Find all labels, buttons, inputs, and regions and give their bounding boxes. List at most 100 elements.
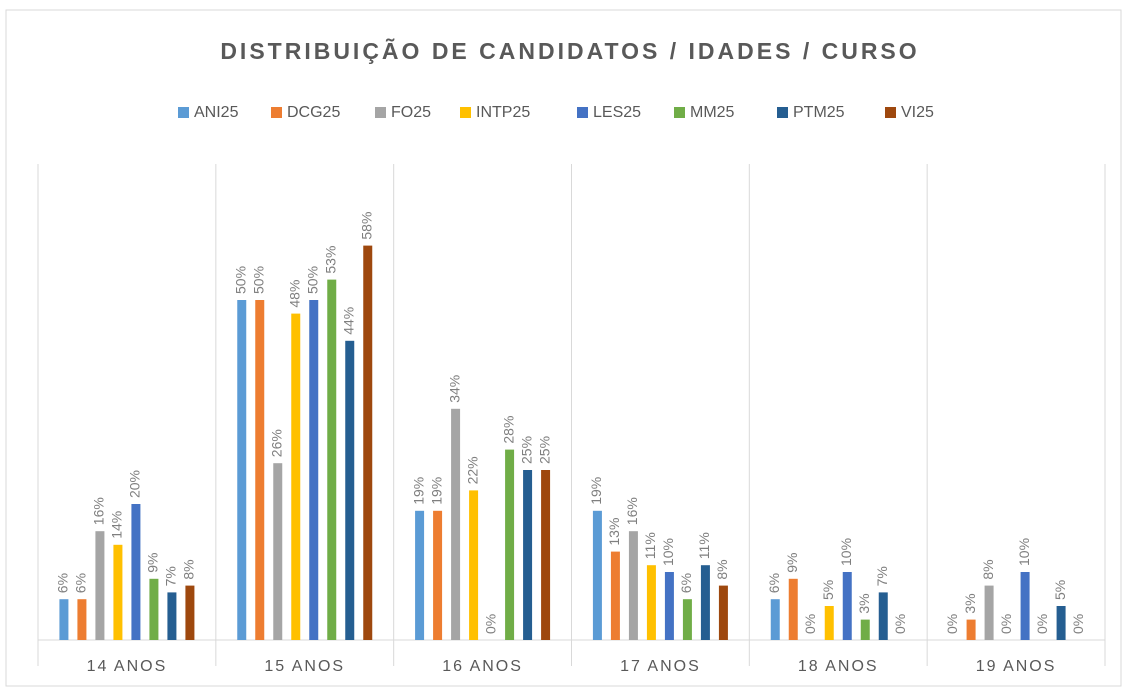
data-label: 0% <box>482 614 498 634</box>
data-label: 28% <box>500 416 516 444</box>
data-label: 10% <box>838 538 854 566</box>
x-tick-label: 16 ANOS <box>442 658 523 675</box>
bar <box>718 585 728 640</box>
bar <box>291 313 301 640</box>
bar <box>610 551 620 640</box>
bar <box>592 510 602 640</box>
bar <box>469 490 479 640</box>
data-label: 6% <box>678 573 694 593</box>
legend-label: PTM25 <box>793 104 845 121</box>
legend-swatch <box>674 107 685 118</box>
data-label: 0% <box>944 614 960 634</box>
data-label: 50% <box>250 266 266 294</box>
data-label: 53% <box>322 246 338 274</box>
data-label: 48% <box>286 280 302 308</box>
bar <box>345 340 355 640</box>
data-label: 0% <box>998 614 1014 634</box>
data-label: 16% <box>91 497 107 525</box>
data-label: 11% <box>642 532 658 559</box>
legend-swatch <box>460 107 471 118</box>
bar <box>505 449 515 640</box>
bar <box>255 300 265 640</box>
data-label: 16% <box>624 497 640 525</box>
legend-label: ANI25 <box>194 104 239 121</box>
bar <box>415 510 425 640</box>
legend-swatch <box>271 107 282 118</box>
bar <box>309 300 319 640</box>
data-label: 8% <box>980 559 996 579</box>
legend-swatch <box>577 107 588 118</box>
bar <box>77 599 87 640</box>
data-label: 7% <box>163 566 179 586</box>
data-label: 0% <box>1070 614 1086 634</box>
x-tick-label: 14 ANOS <box>87 658 168 675</box>
x-tick-label: 18 ANOS <box>798 658 879 675</box>
data-label: 58% <box>358 212 374 240</box>
legend-swatch <box>777 107 788 118</box>
data-label: 19% <box>428 477 444 505</box>
data-label: 14% <box>109 511 125 539</box>
bar <box>363 245 373 640</box>
data-label: 0% <box>802 614 818 634</box>
bar <box>984 585 994 640</box>
bar <box>95 531 105 640</box>
bar <box>682 599 692 640</box>
chart-title: DISTRIBUIÇÃO DE CANDIDATOS / IDADES / CU… <box>220 37 919 64</box>
data-label: 26% <box>268 429 284 457</box>
data-label: 5% <box>1052 580 1068 600</box>
bar <box>541 470 551 640</box>
legend-label: MM25 <box>690 104 735 121</box>
x-tick-label: 17 ANOS <box>620 658 701 675</box>
legend-label: DCG25 <box>287 104 340 121</box>
bar <box>646 565 656 640</box>
data-label: 3% <box>856 593 872 613</box>
data-label: 3% <box>962 593 978 613</box>
bar <box>788 578 798 640</box>
data-label: 19% <box>410 477 426 505</box>
bar <box>273 463 283 640</box>
bar <box>131 504 141 640</box>
data-label: 44% <box>340 307 356 335</box>
data-label: 0% <box>892 614 908 634</box>
legend-swatch <box>375 107 386 118</box>
bar <box>167 592 177 640</box>
bar <box>1056 606 1066 640</box>
data-label: 10% <box>660 538 676 566</box>
legend-swatch <box>885 107 896 118</box>
legend-label: VI25 <box>901 104 934 121</box>
data-label: 9% <box>784 553 800 573</box>
data-label: 34% <box>446 375 462 403</box>
data-label: 6% <box>766 573 782 593</box>
bar <box>59 599 69 640</box>
legend-swatch <box>178 107 189 118</box>
bar <box>327 279 337 640</box>
bar <box>664 572 674 640</box>
data-label: 8% <box>714 559 730 579</box>
data-label: 6% <box>55 573 71 593</box>
bar <box>824 606 834 640</box>
data-label: 25% <box>518 436 534 464</box>
data-label: 20% <box>127 470 143 498</box>
bar <box>237 300 247 640</box>
x-tick-label: 15 ANOS <box>264 658 345 675</box>
data-label: 10% <box>1016 538 1032 566</box>
bar <box>523 470 533 640</box>
chart-frame <box>5 9 1122 687</box>
data-label: 0% <box>1034 614 1050 634</box>
data-label: 13% <box>606 518 622 546</box>
bar <box>628 531 638 640</box>
bar <box>113 544 123 640</box>
data-label: 22% <box>464 456 480 484</box>
bar <box>433 510 443 640</box>
legend-label: INTP25 <box>476 104 530 121</box>
data-label: 6% <box>73 573 89 593</box>
bar <box>966 619 976 640</box>
data-label: 7% <box>874 566 890 586</box>
x-tick-label: 19 ANOS <box>976 658 1057 675</box>
bar <box>451 408 461 640</box>
bar <box>842 572 852 640</box>
data-label: 11% <box>696 532 712 559</box>
data-label: 19% <box>588 477 604 505</box>
legend-label: LES25 <box>593 104 641 121</box>
